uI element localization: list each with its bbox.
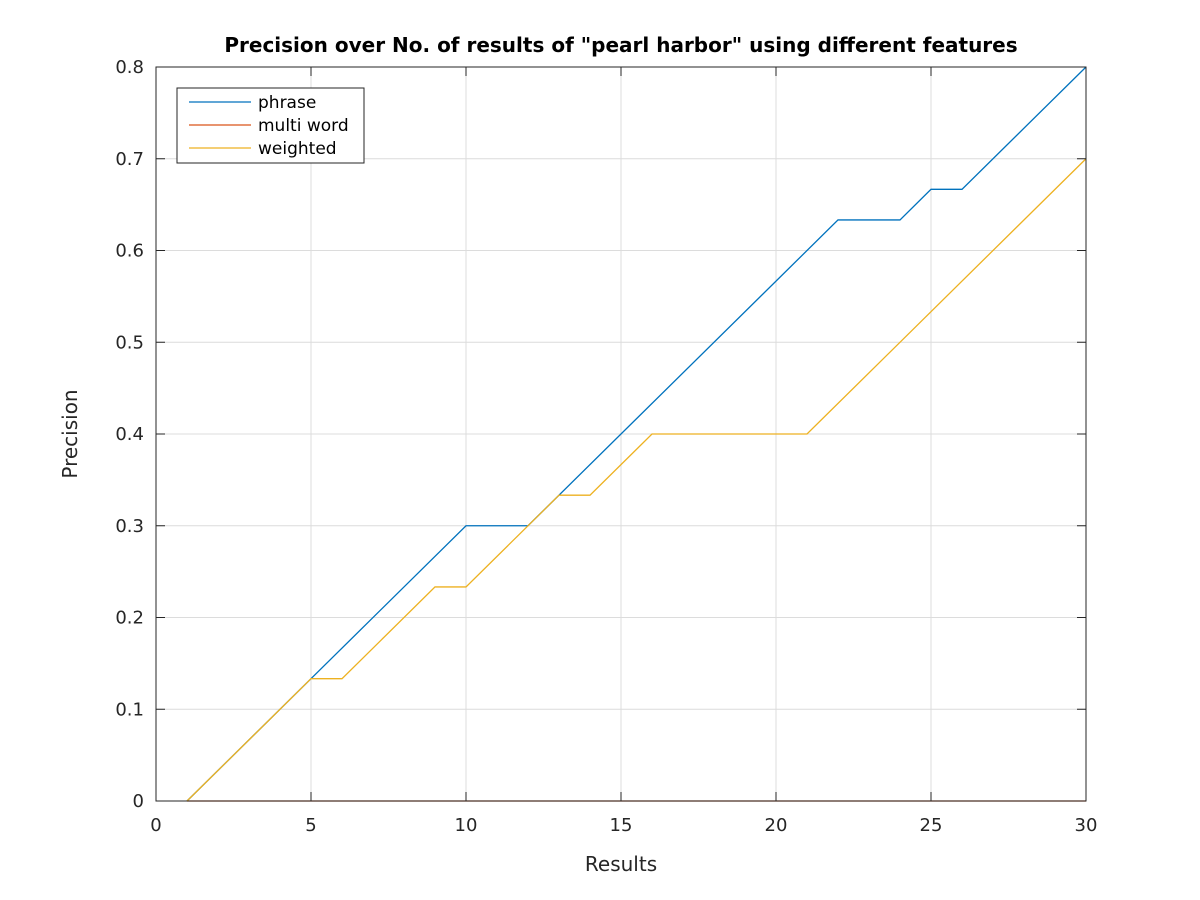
legend: phrase multi word weighted bbox=[176, 87, 365, 164]
y-tick-label: 0.3 bbox=[115, 516, 144, 537]
x-tick-label: 20 bbox=[765, 815, 788, 836]
x-tick-labels: 0 5 10 15 20 25 30 bbox=[150, 815, 1097, 836]
y-tick-label: 0.8 bbox=[115, 57, 144, 78]
series-line-phrase bbox=[186, 66, 1087, 802]
y-axis-label: Precision bbox=[58, 389, 82, 478]
legend-label-phrase: phrase bbox=[258, 93, 316, 113]
tick-marks bbox=[155, 66, 1087, 802]
x-axis-label: Results bbox=[585, 852, 657, 876]
x-tick-label: 10 bbox=[455, 815, 478, 836]
y-tick-label: 0.1 bbox=[115, 699, 144, 720]
x-tick-label: 25 bbox=[920, 815, 943, 836]
y-tick-labels: 0 0.1 0.2 0.3 0.4 0.5 0.6 0.7 0.8 bbox=[115, 57, 144, 812]
y-tick-label: 0.4 bbox=[115, 424, 144, 445]
legend-label-weighted: weighted bbox=[258, 139, 337, 159]
x-tick-label: 0 bbox=[150, 815, 161, 836]
y-tick-label: 0.5 bbox=[115, 332, 144, 353]
x-tick-label: 5 bbox=[305, 815, 316, 836]
x-tick-label: 30 bbox=[1075, 815, 1098, 836]
series-line-weighted bbox=[186, 158, 1087, 802]
chart-title: Precision over No. of results of "pearl … bbox=[224, 33, 1017, 57]
x-tick-label: 15 bbox=[610, 815, 633, 836]
legend-label-multi-word: multi word bbox=[258, 116, 349, 136]
y-tick-label: 0 bbox=[133, 791, 144, 812]
y-tick-label: 0.2 bbox=[115, 608, 144, 629]
y-tick-label: 0.7 bbox=[115, 149, 144, 170]
y-tick-label: 0.6 bbox=[115, 241, 144, 262]
